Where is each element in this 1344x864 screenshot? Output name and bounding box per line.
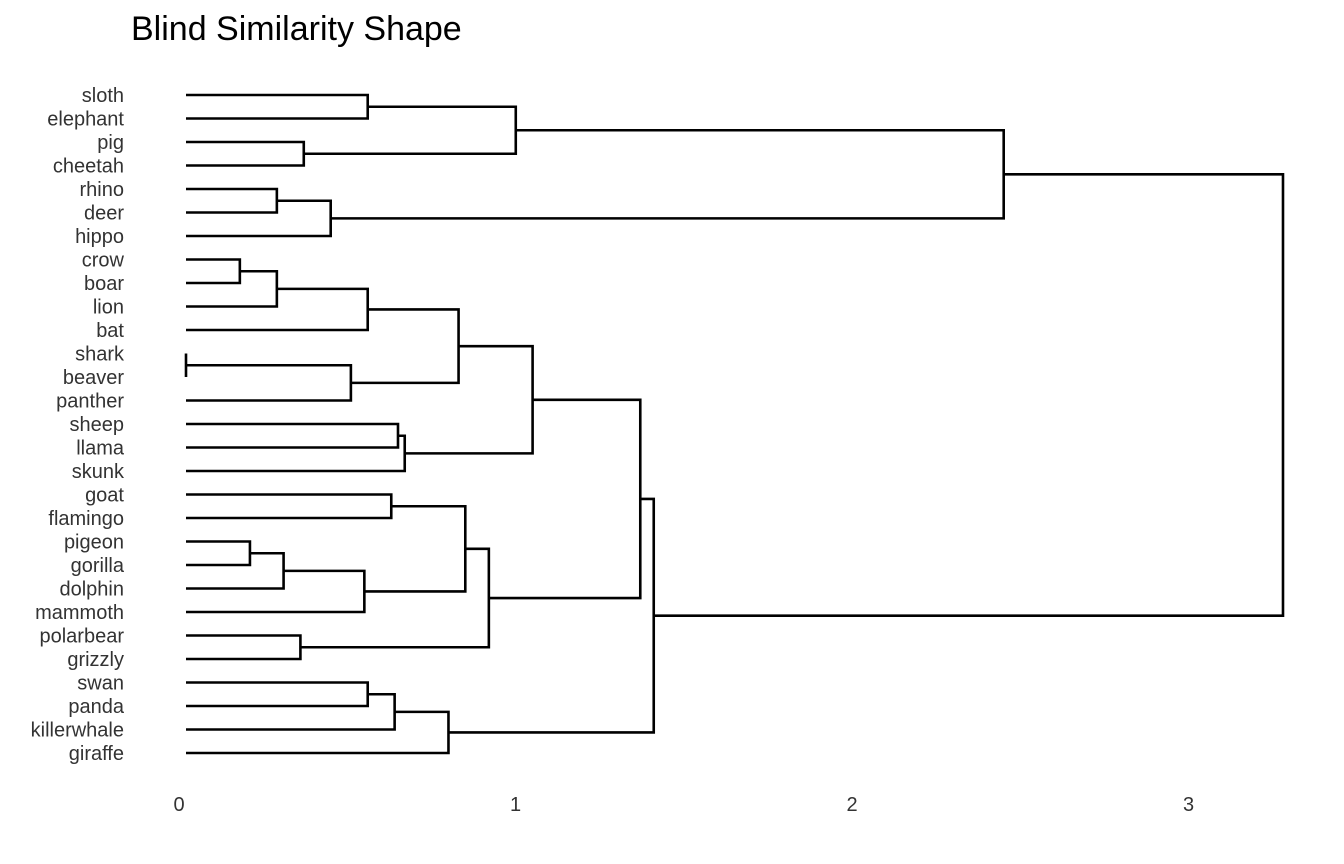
leaf-label: grizzly	[67, 649, 124, 671]
leaf-label: rhino	[80, 179, 124, 201]
dendrogram-branch	[186, 681, 370, 708]
dendrogram-branch	[186, 199, 332, 238]
leaf-label: pigeon	[64, 532, 124, 554]
leaf-label: panther	[56, 391, 124, 413]
dendrogram-branch	[330, 128, 1005, 220]
dendrogram-branch	[186, 551, 285, 590]
dendrogram-branch	[186, 634, 302, 661]
dendrogram-branch	[653, 173, 1285, 617]
dendrogram-branch	[404, 344, 534, 455]
x-tick-label: 0	[173, 794, 184, 816]
leaf-label: beaver	[63, 367, 124, 389]
dendrogram-branch	[186, 93, 370, 120]
leaf-label: polarbear	[39, 626, 124, 648]
dendrogram-branch	[186, 434, 407, 473]
dendrogram-branch	[186, 692, 396, 731]
x-tick-label: 3	[1183, 794, 1194, 816]
leaf-label: panda	[68, 696, 124, 718]
dendrogram-branch	[186, 258, 242, 285]
dendrogram-branch	[448, 497, 656, 734]
leaf-label: boar	[84, 273, 124, 295]
leaf-label: llama	[76, 438, 125, 460]
leaf-labels: slothelephantpigcheetahrhinodeerhippocro…	[31, 85, 125, 765]
leaf-label: giraffe	[69, 743, 124, 765]
leaf-label: bat	[96, 320, 124, 342]
branches	[184, 93, 1285, 755]
leaf-label: skunk	[72, 461, 125, 483]
leaf-label: dolphin	[59, 579, 124, 601]
dendrogram-branch	[186, 140, 306, 167]
leaf-label: deer	[84, 203, 124, 225]
leaf-label: gorilla	[71, 555, 125, 577]
x-tick-label: 1	[510, 794, 521, 816]
leaf-label: killerwhale	[31, 720, 124, 742]
leaf-label: elephant	[47, 109, 124, 131]
dendrogram-branch	[303, 105, 518, 156]
dendrogram-branch	[186, 569, 366, 614]
leaf-label: sloth	[82, 85, 124, 107]
dendrogram-branch	[186, 540, 252, 567]
x-axis-ticks: 0 1 2 3	[173, 794, 1194, 816]
dendrogram-branch	[300, 547, 491, 649]
leaf-label: crow	[82, 250, 125, 272]
dendrogram-branch	[186, 269, 279, 308]
leaf-label: flamingo	[48, 508, 124, 530]
dendrogram-branch	[186, 363, 353, 402]
dendrogram-branch	[186, 493, 393, 520]
leaf-label: lion	[93, 297, 124, 319]
leaf-label: mammoth	[35, 602, 124, 624]
leaf-label: cheetah	[53, 156, 124, 178]
leaf-label: sheep	[70, 414, 125, 436]
dendrogram-branch	[186, 187, 279, 214]
leaf-label: shark	[75, 344, 125, 366]
leaf-label: pig	[97, 132, 124, 154]
dendrogram-branch	[186, 710, 450, 755]
dendrogram-branch	[488, 398, 642, 600]
leaf-label: goat	[85, 485, 124, 507]
x-tick-label: 2	[846, 794, 857, 816]
chart-title: Blind Similarity Shape	[131, 10, 462, 48]
leaf-label: swan	[77, 673, 124, 695]
leaf-label: hippo	[75, 226, 124, 248]
dendrogram-branch	[186, 422, 400, 449]
